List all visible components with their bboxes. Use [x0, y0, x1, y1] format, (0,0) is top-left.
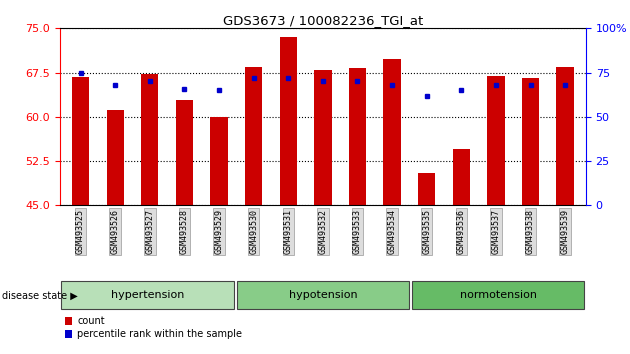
Text: GSM493530: GSM493530 — [249, 209, 258, 254]
Text: GSM493527: GSM493527 — [146, 209, 154, 254]
Bar — [210, 117, 227, 205]
Legend: count, percentile rank within the sample: count, percentile rank within the sample — [65, 316, 243, 339]
Bar — [141, 74, 159, 205]
Bar — [61, 281, 234, 309]
Bar — [556, 67, 574, 205]
Text: GSM493538: GSM493538 — [526, 209, 535, 254]
Bar — [487, 75, 505, 205]
Title: GDS3673 / 100082236_TGI_at: GDS3673 / 100082236_TGI_at — [223, 14, 423, 27]
Text: GSM493528: GSM493528 — [180, 209, 189, 254]
Text: GSM493533: GSM493533 — [353, 209, 362, 254]
Bar — [349, 68, 366, 205]
Bar — [280, 37, 297, 205]
Text: hypertension: hypertension — [111, 290, 184, 300]
Bar — [453, 149, 470, 205]
Text: GSM493532: GSM493532 — [318, 209, 328, 254]
Text: GSM493531: GSM493531 — [284, 209, 293, 254]
Bar — [384, 59, 401, 205]
Text: GSM493525: GSM493525 — [76, 209, 85, 254]
Text: disease state ▶: disease state ▶ — [2, 291, 77, 301]
Text: GSM493535: GSM493535 — [422, 209, 431, 254]
Text: hypotension: hypotension — [289, 290, 357, 300]
Bar — [412, 281, 585, 309]
Bar — [237, 281, 409, 309]
Text: GSM493537: GSM493537 — [491, 209, 500, 254]
Text: GSM493536: GSM493536 — [457, 209, 466, 254]
Text: normotension: normotension — [460, 290, 537, 300]
Bar — [176, 100, 193, 205]
Bar — [314, 70, 331, 205]
Bar — [106, 110, 124, 205]
Text: GSM493534: GSM493534 — [387, 209, 397, 254]
Text: GSM493526: GSM493526 — [111, 209, 120, 254]
Text: GSM493539: GSM493539 — [561, 209, 570, 254]
Text: GSM493529: GSM493529 — [215, 209, 224, 254]
Bar — [245, 67, 262, 205]
Bar — [418, 173, 435, 205]
Bar — [522, 79, 539, 205]
Bar — [72, 77, 89, 205]
